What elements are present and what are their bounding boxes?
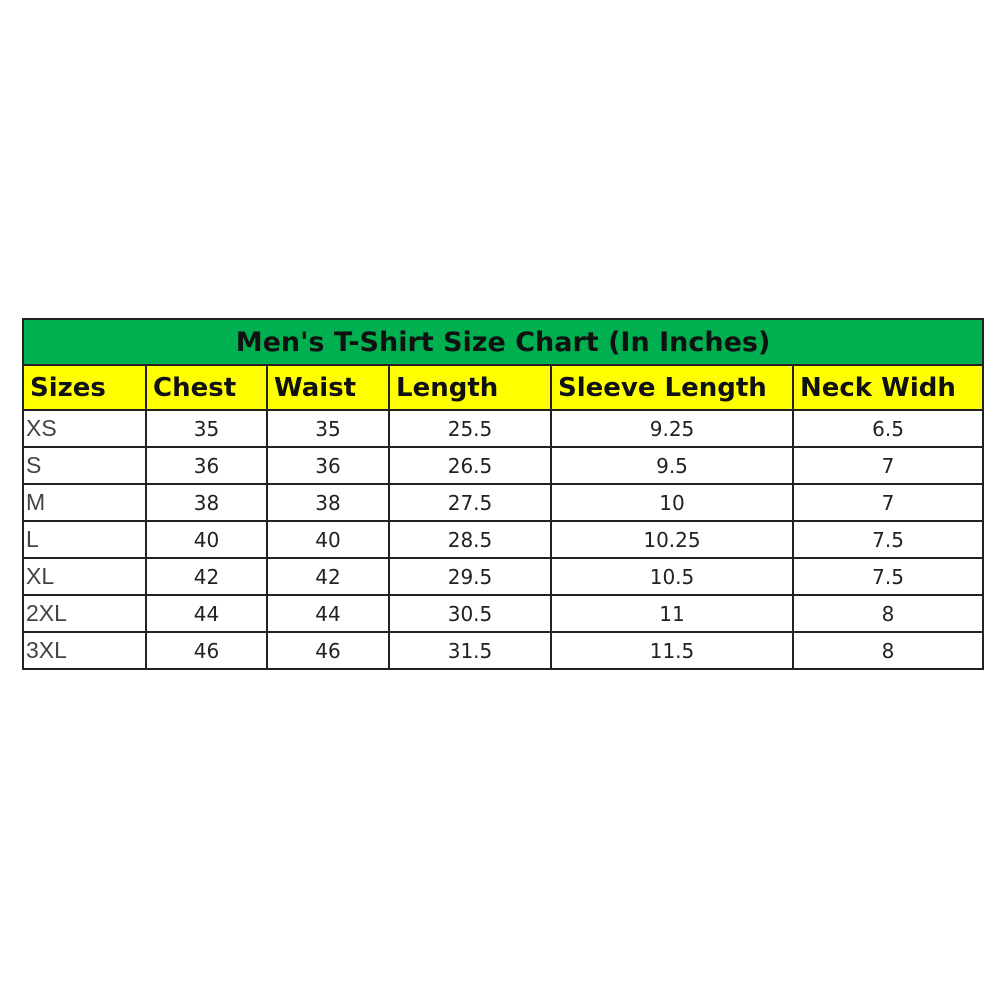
measurement-cell: 7.5 [791, 557, 985, 596]
column-header: Sleeve Length [550, 364, 794, 411]
measurement-cell: 9.5 [550, 446, 794, 485]
measurement-cell: 40 [266, 520, 390, 559]
table-row: L 40 40 28.5 10.25 7.5 [22, 520, 985, 559]
table-row: XS 35 35 25.5 9.25 6.5 [22, 409, 985, 448]
measurement-cell: 11 [550, 594, 794, 633]
column-header: Waist [266, 364, 390, 411]
measurement-cell: 40 [145, 520, 268, 559]
table-row: 3XL 46 46 31.5 11.5 8 [22, 631, 985, 670]
measurement-cell: 8 [791, 631, 985, 670]
size-cell: XL [22, 557, 147, 596]
title-row: Men's T-Shirt Size Chart (In Inches) [21, 318, 985, 366]
measurement-cell: 9.25 [550, 409, 794, 448]
size-cell: S [22, 446, 147, 485]
measurement-cell: 38 [145, 483, 268, 522]
measurement-cell: 36 [145, 446, 268, 485]
measurement-cell: 42 [145, 557, 268, 596]
header-row: Sizes Chest Waist Length Sleeve Length Neck W… [22, 364, 985, 411]
size-cell: XS [22, 409, 147, 448]
size-chart-table: Men's T-Shirt Size Chart (In Inches) Siz… [21, 318, 985, 670]
measurement-cell: 46 [266, 631, 390, 670]
measurement-cell: 7 [791, 446, 985, 485]
measurement-cell: 42 [266, 557, 390, 596]
measurement-cell: 7.5 [791, 520, 985, 559]
measurement-cell: 8 [791, 594, 985, 633]
measurement-cell: 29.5 [388, 557, 552, 596]
measurement-cell: 26.5 [388, 446, 552, 485]
size-cell: 2XL [22, 594, 147, 633]
size-cell: 3XL [22, 631, 147, 670]
measurement-cell: 31.5 [388, 631, 552, 670]
size-cell: M [22, 483, 147, 522]
table-row: S 36 36 26.5 9.5 7 [22, 446, 985, 485]
table-title: Men's T-Shirt Size Chart (In Inches) [21, 318, 985, 366]
table-row: XL 42 42 29.5 10.5 7.5 [22, 557, 985, 596]
column-header: Chest [145, 364, 268, 411]
measurement-cell: 30.5 [388, 594, 552, 633]
measurement-cell: 35 [145, 409, 268, 448]
measurement-cell: 10.5 [550, 557, 794, 596]
column-header: Neck Widh [791, 364, 985, 411]
measurement-cell: 27.5 [388, 483, 552, 522]
measurement-cell: 38 [266, 483, 390, 522]
column-header: Length [388, 364, 552, 411]
measurement-cell: 35 [266, 409, 390, 448]
measurement-cell: 44 [266, 594, 390, 633]
measurement-cell: 44 [145, 594, 268, 633]
table-row: 2XL 44 44 30.5 11 8 [22, 594, 985, 633]
measurement-cell: 11.5 [550, 631, 794, 670]
measurement-cell: 25.5 [388, 409, 552, 448]
measurement-cell: 6.5 [791, 409, 985, 448]
column-header: Sizes [22, 364, 147, 411]
measurement-cell: 10 [550, 483, 794, 522]
size-cell: L [22, 520, 147, 559]
measurement-cell: 36 [266, 446, 390, 485]
measurement-cell: 10.25 [550, 520, 794, 559]
measurement-cell: 28.5 [388, 520, 552, 559]
table-row: M 38 38 27.5 10 7 [22, 483, 985, 522]
measurement-cell: 7 [791, 483, 985, 522]
measurement-cell: 46 [145, 631, 268, 670]
